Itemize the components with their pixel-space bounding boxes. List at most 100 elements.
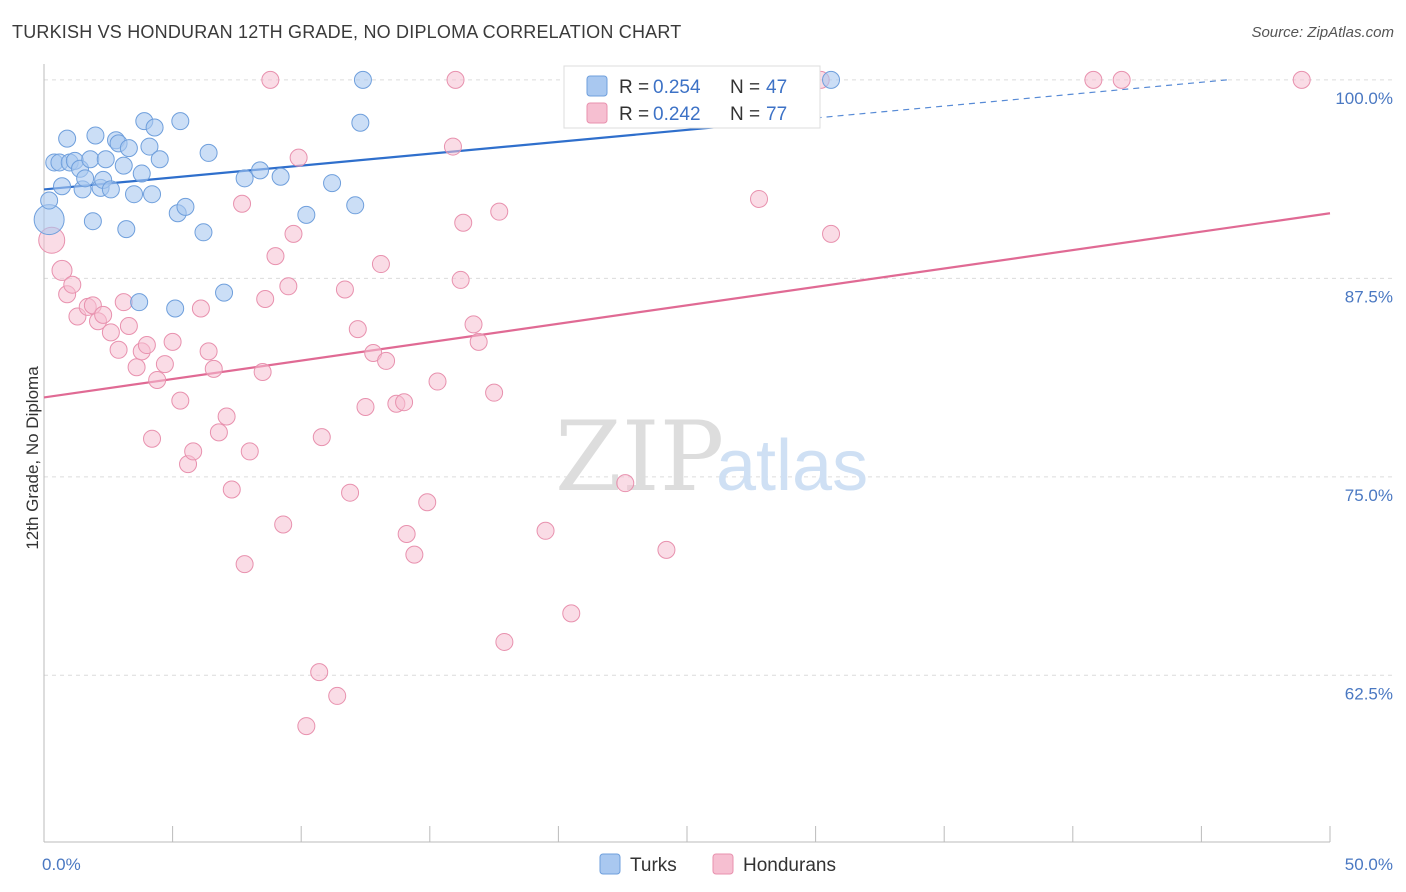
turks-point bbox=[166, 299, 185, 318]
hondurans-point bbox=[750, 189, 769, 208]
hondurans-point bbox=[279, 277, 298, 296]
hondurans-point bbox=[562, 604, 581, 623]
hondurans-point bbox=[616, 474, 635, 493]
hondurans-point bbox=[253, 363, 272, 382]
legend-n-label-turks: N = bbox=[730, 77, 760, 98]
hondurans-point bbox=[266, 247, 285, 266]
chart-title: TURKISH VS HONDURAN 12TH GRADE, NO DIPLO… bbox=[12, 22, 682, 42]
x-tick-label-0: 0.0% bbox=[42, 855, 81, 874]
hondurans-point bbox=[490, 202, 509, 221]
hondurans-point bbox=[328, 686, 347, 705]
hondurans-point bbox=[256, 289, 275, 308]
hondurans-point bbox=[199, 342, 218, 361]
turks-point bbox=[40, 191, 59, 210]
watermark-zip: ZIP bbox=[555, 401, 724, 513]
hondurans-point bbox=[1292, 70, 1311, 89]
turks-point bbox=[353, 70, 372, 89]
hondurans-point bbox=[233, 194, 252, 213]
turks-point bbox=[346, 196, 365, 215]
axes bbox=[43, 64, 1331, 843]
turks-point bbox=[351, 113, 370, 132]
hondurans-point bbox=[137, 336, 156, 355]
turks-point bbox=[86, 126, 105, 145]
legend-swatch-hond bbox=[586, 102, 608, 124]
legend-r-value-turks: 0.254 bbox=[653, 77, 701, 98]
turks-points bbox=[33, 70, 841, 318]
hondurans-point bbox=[377, 351, 396, 370]
legend-r-label-hond: R = bbox=[619, 104, 649, 125]
y-tick-label-3: 62.5% bbox=[1345, 684, 1393, 703]
hondurans-point bbox=[341, 483, 360, 502]
hondurans-point bbox=[101, 323, 120, 342]
hondurans-point bbox=[261, 70, 280, 89]
hondurans-point bbox=[657, 540, 676, 559]
turks-point bbox=[143, 185, 162, 204]
source-label: Source: ZipAtlas.com bbox=[1251, 24, 1394, 41]
hondurans-point bbox=[485, 383, 504, 402]
hondurans-point bbox=[310, 663, 329, 682]
hondurans-point bbox=[1084, 70, 1103, 89]
hondurans-point bbox=[217, 407, 236, 426]
hondurans-point bbox=[204, 359, 223, 378]
y-tick-labels: 100.0% 87.5% 75.0% 62.5% bbox=[1335, 89, 1393, 703]
turks-point bbox=[297, 205, 316, 224]
hondurans-point bbox=[209, 423, 228, 442]
hondurans-point bbox=[405, 545, 424, 564]
hondurans-point bbox=[418, 493, 437, 512]
hondurans-point bbox=[822, 224, 841, 243]
legend-r-value-hond: 0.242 bbox=[653, 104, 701, 125]
hondurans-point bbox=[454, 213, 473, 232]
turks-point bbox=[271, 167, 290, 186]
y-tick-label-2: 75.0% bbox=[1345, 486, 1393, 505]
hondurans-point bbox=[297, 717, 316, 736]
legend-n-value-hond: 77 bbox=[766, 104, 787, 125]
turks-point bbox=[76, 169, 95, 188]
turks-point bbox=[132, 164, 151, 183]
legend-r-label-turks: R = bbox=[619, 77, 649, 98]
hondurans-point bbox=[395, 393, 414, 412]
turks-point bbox=[235, 169, 254, 188]
hondurans-point bbox=[94, 305, 113, 324]
bottom-legend-turks: Turks bbox=[630, 855, 677, 876]
hondurans-point bbox=[443, 137, 462, 156]
hondurans-point bbox=[109, 340, 128, 359]
turks-point bbox=[101, 180, 120, 199]
turks-point bbox=[53, 177, 72, 196]
turks-point bbox=[58, 129, 77, 148]
hondurans-point bbox=[235, 555, 254, 574]
y-tick-label-0: 100.0% bbox=[1335, 89, 1393, 108]
turks-point bbox=[125, 185, 144, 204]
legend-n-label-hond: N = bbox=[730, 104, 760, 125]
y-tick-label-1: 87.5% bbox=[1345, 287, 1393, 306]
gridlines bbox=[44, 79, 1392, 676]
turks-point bbox=[130, 293, 149, 312]
hondurans-point bbox=[240, 442, 259, 461]
hondurans-point bbox=[143, 429, 162, 448]
hondurans-point bbox=[51, 259, 73, 281]
hondurans-point bbox=[63, 275, 82, 294]
hondurans-point bbox=[148, 370, 167, 389]
x-tick-label-1: 50.0% bbox=[1345, 855, 1393, 874]
series-legend: Turks Hondurans bbox=[599, 853, 836, 876]
hondurans-point bbox=[428, 372, 447, 391]
turks-point bbox=[194, 223, 213, 242]
hondurans-point bbox=[222, 480, 241, 499]
bottom-legend-hond: Hondurans bbox=[743, 855, 836, 876]
y-axis-label: 12th Grade, No Diploma bbox=[23, 366, 42, 550]
hondurans-point bbox=[171, 391, 190, 410]
turks-point bbox=[96, 150, 115, 169]
turks-point bbox=[251, 161, 270, 180]
hondurans-point bbox=[127, 358, 146, 377]
hondurans-point bbox=[364, 343, 383, 362]
turks-point bbox=[119, 139, 138, 158]
legend-swatch-turks bbox=[586, 75, 608, 97]
legend-n-value-turks: 47 bbox=[766, 77, 787, 98]
hondurans-point bbox=[119, 316, 138, 335]
watermark-atlas: atlas bbox=[716, 426, 868, 506]
hondurans-point bbox=[495, 632, 514, 651]
bottom-legend-swatch-hond bbox=[712, 853, 734, 875]
turks-point bbox=[117, 220, 136, 239]
turks-point bbox=[81, 150, 100, 169]
hondurans-point bbox=[1112, 70, 1131, 89]
